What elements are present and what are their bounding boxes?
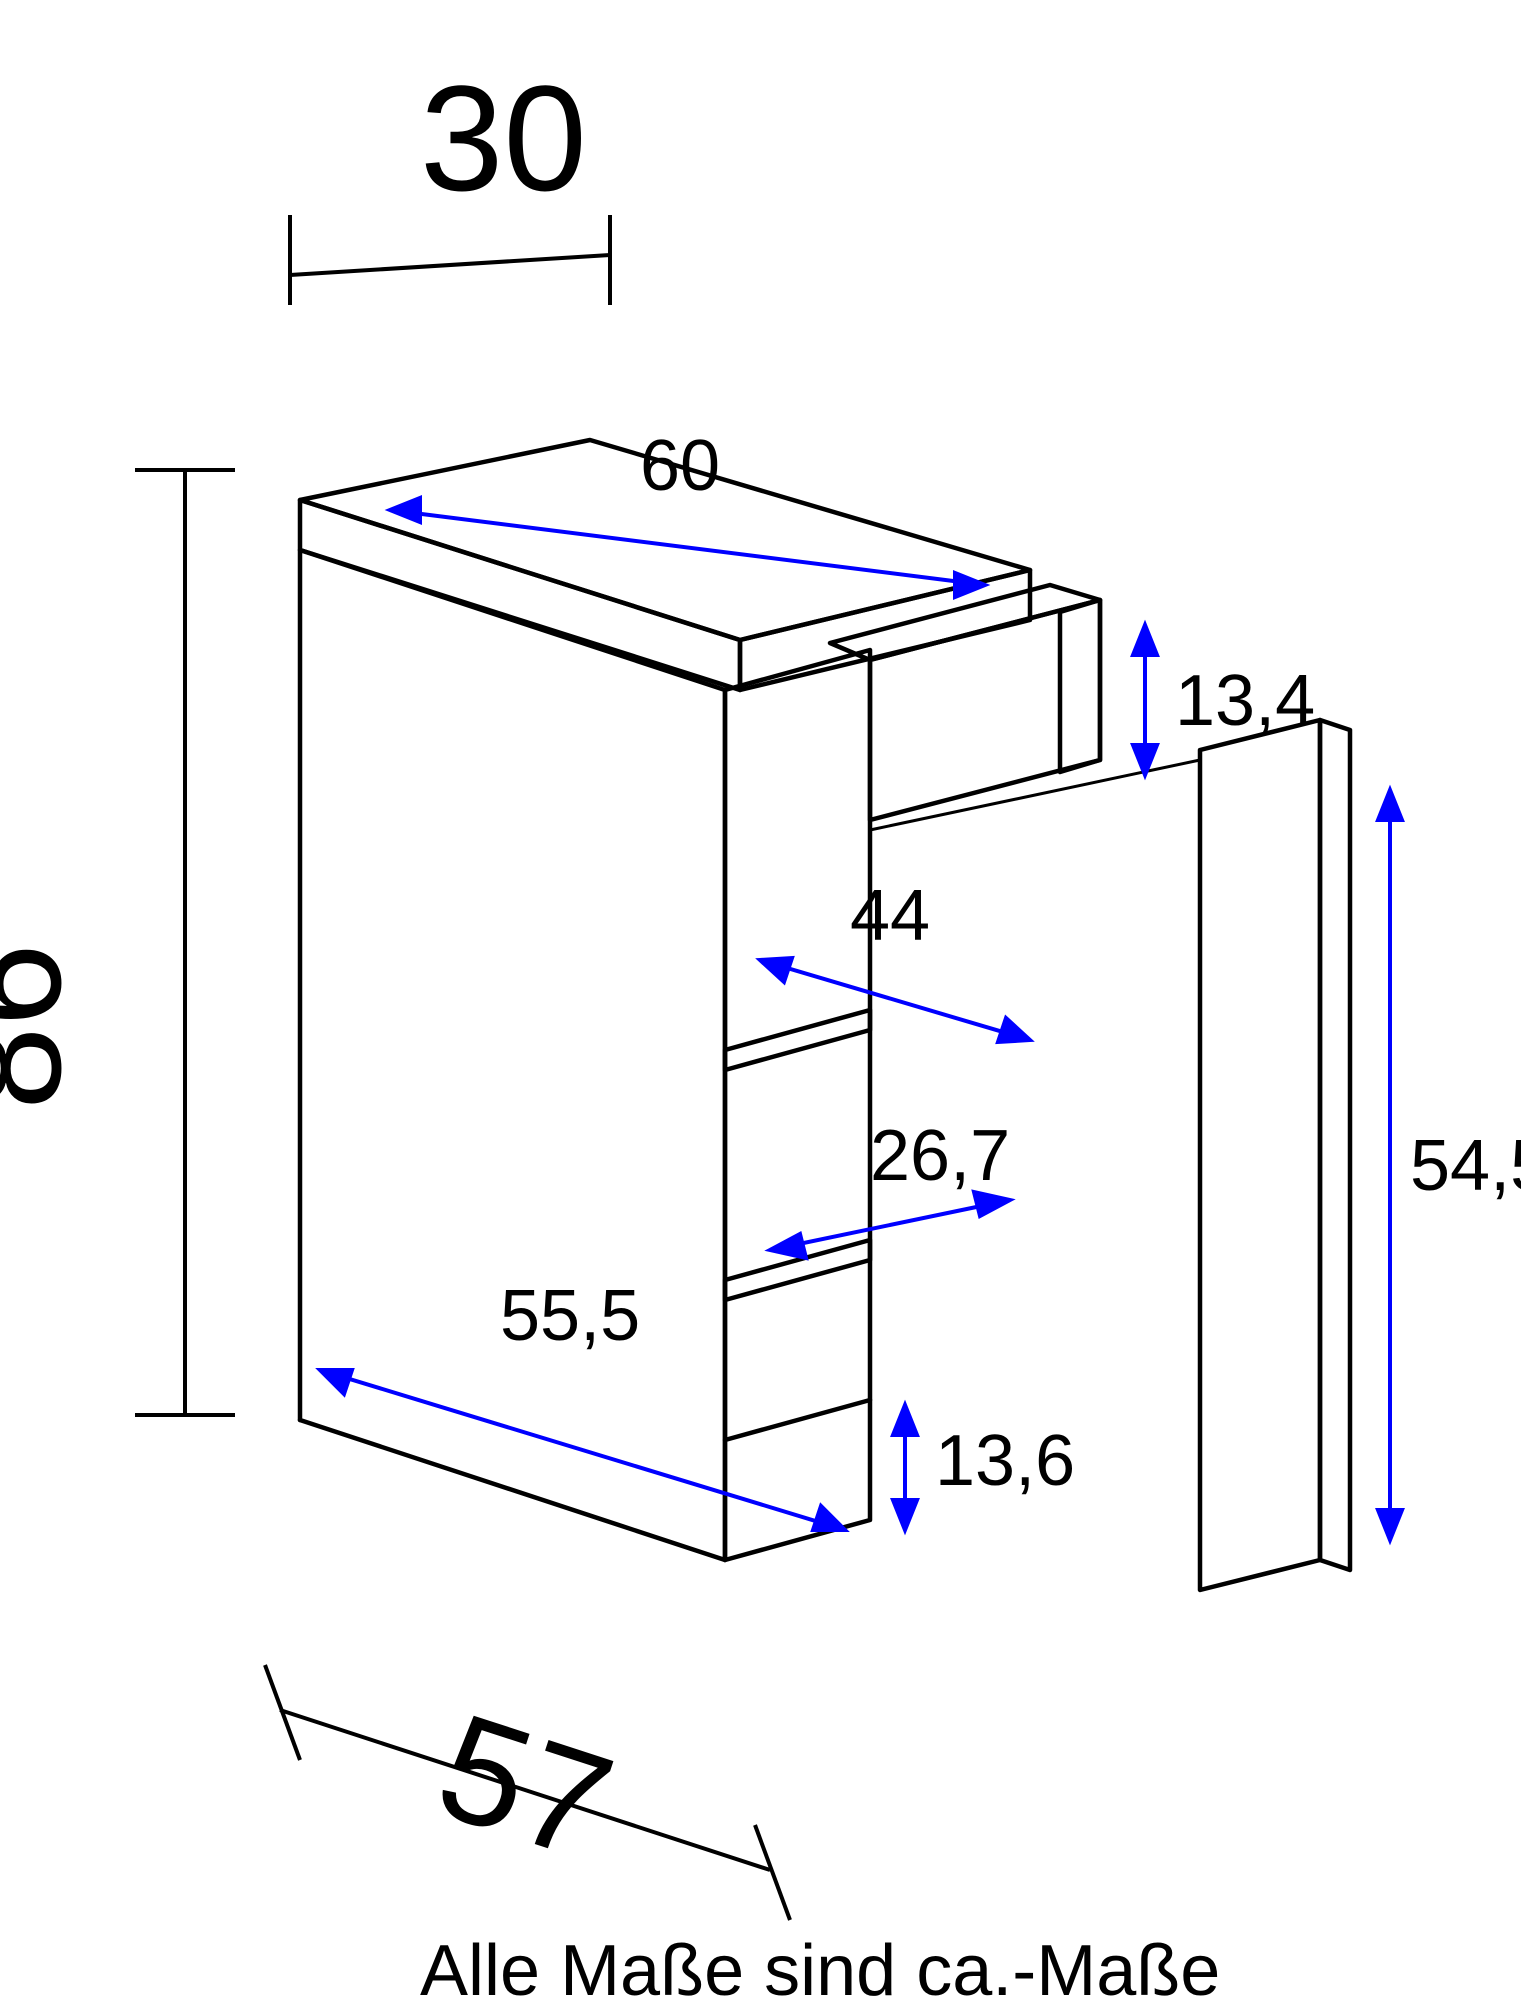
dimension-13-4: 13,4 [1133, 625, 1315, 775]
dimension-55-5: 55,5 [320, 1276, 845, 1530]
caption-text: Alle Maße sind ca.-Maße [420, 1930, 1220, 2012]
label-13-4: 13,4 [1175, 661, 1315, 741]
cabinet-outline [300, 440, 1350, 1590]
dimension-13-6: 13,6 [893, 1405, 1075, 1530]
dimension-width-30: 30 [290, 54, 610, 305]
dimension-54-5: 54,5 [1378, 790, 1521, 1540]
dimension-height-86: 86 [0, 470, 235, 1415]
label-13-6: 13,6 [935, 1421, 1075, 1501]
label-54-5: 54,5 [1410, 1126, 1521, 1206]
label-width-30: 30 [420, 54, 587, 222]
dimension-depth-57: 57 [265, 1665, 790, 1920]
diagram-svg: 30 86 57 60 [0, 0, 1521, 2007]
label-26-7: 26,7 [870, 1116, 1010, 1196]
label-height-86: 86 [0, 943, 92, 1110]
diagram-stage: 30 86 57 60 [0, 0, 1521, 2007]
label-55-5: 55,5 [500, 1276, 640, 1356]
dimension-26-7: 26,7 [770, 1116, 1010, 1258]
label-44: 44 [850, 876, 930, 956]
label-60: 60 [640, 426, 720, 506]
dimension-44: 44 [760, 876, 1030, 1042]
label-depth-57: 57 [420, 1681, 631, 1892]
dimension-60: 60 [390, 426, 985, 597]
blue-dimensions: 60 13,4 54,5 44 26,7 [320, 426, 1521, 1540]
